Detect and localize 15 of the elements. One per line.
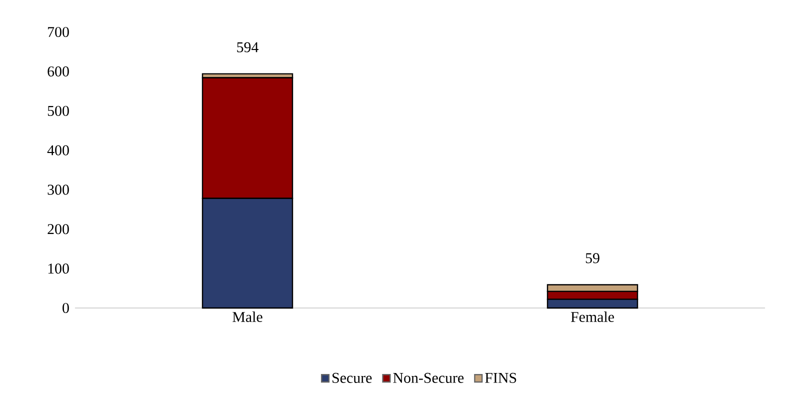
x-tick-label: Female: [570, 312, 614, 322]
total-label: 594: [237, 42, 258, 52]
y-tick-label: 500: [48, 106, 69, 116]
y-tick-label: 600: [48, 66, 69, 76]
y-tick-label: 0: [62, 302, 69, 314]
legend-label: Non-Secure: [393, 372, 464, 383]
y-tick-label: 300: [48, 184, 69, 195]
x-tick-label: Male: [232, 312, 262, 322]
y-tick-label: 400: [47, 145, 69, 156]
legend-label: FINS: [485, 372, 516, 383]
total-label: 59: [586, 253, 600, 264]
y-tick-label: 200: [48, 224, 69, 234]
legend-label: Secure: [332, 372, 372, 383]
y-tick-label: 700: [48, 26, 69, 38]
y-tick-label: 100: [48, 264, 69, 274]
